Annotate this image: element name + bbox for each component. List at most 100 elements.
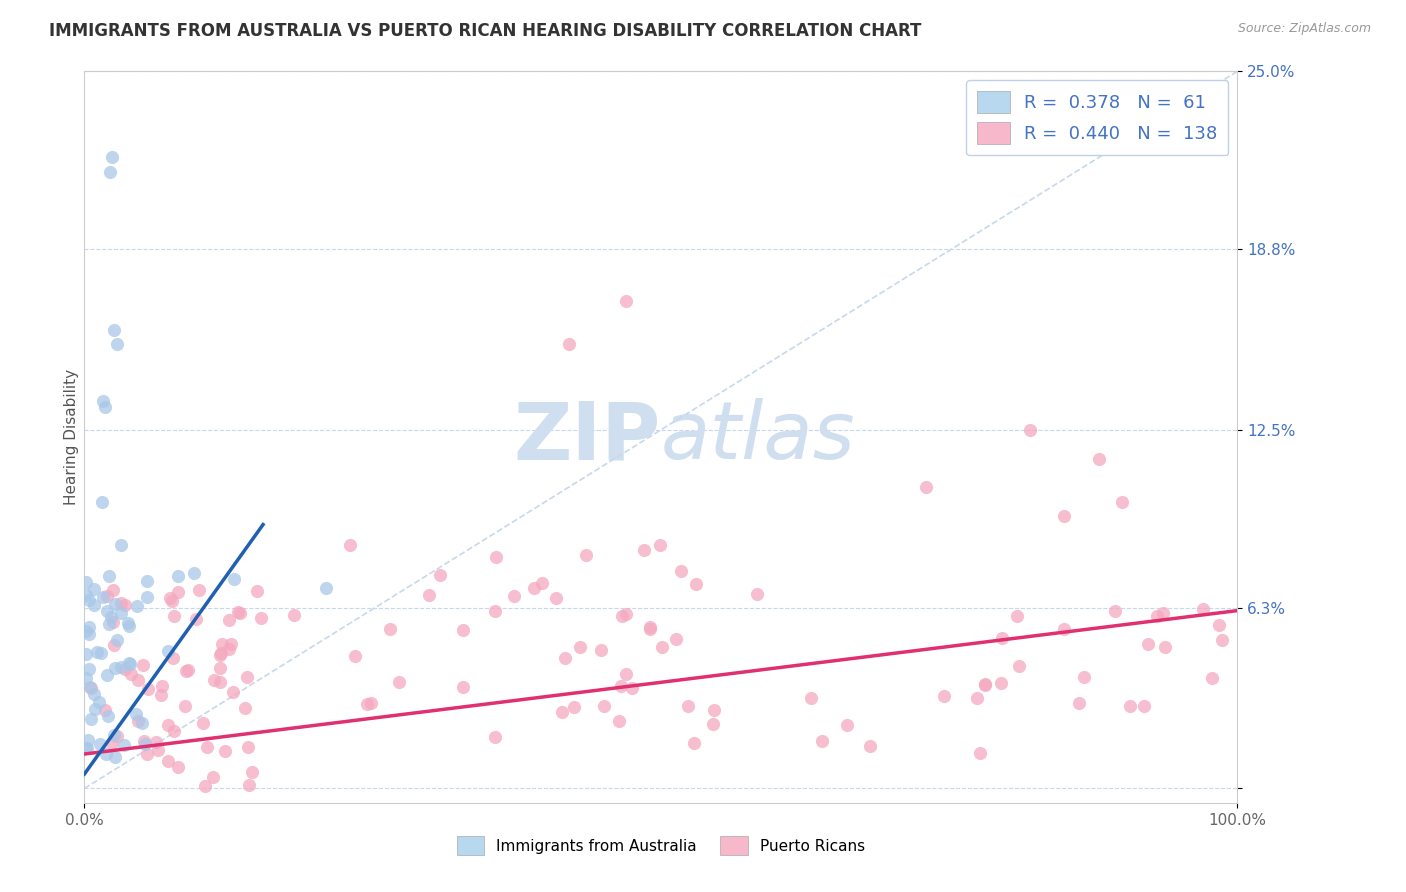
Point (1201, 671, 1223, 685)
Point (118, 656, 141, 670)
Point (238, 739, 260, 754)
Point (100, 609, 122, 624)
Point (676, 699, 699, 714)
Point (554, 650, 576, 665)
Point (89, 737, 111, 751)
Point (745, 587, 768, 601)
Point (550, 705, 572, 719)
Point (101, 583, 124, 598)
Point (75, 588, 97, 602)
Point (184, 612, 207, 626)
Point (226, 605, 249, 619)
Point (135, 747, 157, 761)
Point (236, 670, 259, 684)
Point (485, 549, 508, 564)
Point (915, 480, 938, 494)
Point (156, 718, 179, 732)
Point (83, 702, 105, 716)
Point (523, 581, 546, 595)
Point (614, 293, 637, 308)
Point (1088, 451, 1111, 466)
Point (104, 598, 127, 612)
Point (249, 611, 271, 625)
Point (75, 624, 97, 638)
Point (98, 165, 121, 179)
Point (132, 658, 155, 673)
Point (98, 569, 121, 583)
Point (110, 607, 132, 621)
Point (195, 740, 218, 755)
Point (174, 699, 197, 714)
Point (1052, 623, 1074, 637)
Point (100, 735, 122, 749)
Point (80, 712, 103, 726)
Point (157, 754, 180, 768)
Point (620, 681, 643, 695)
Point (162, 651, 184, 665)
Point (593, 699, 616, 714)
Point (163, 723, 186, 738)
Point (484, 604, 506, 618)
Point (245, 584, 267, 599)
Point (633, 542, 655, 557)
Point (974, 678, 997, 692)
Point (638, 620, 661, 634)
Text: IMMIGRANTS FROM AUSTRALIA VS PUERTO RICAN HEARING DISABILITY CORRELATION CHART: IMMIGRANTS FROM AUSTRALIA VS PUERTO RICA… (49, 22, 921, 40)
Point (90, 646, 112, 660)
Point (187, 583, 209, 598)
Point (1132, 698, 1154, 713)
Point (96, 604, 118, 618)
Point (159, 591, 181, 606)
Point (612, 609, 634, 624)
Point (110, 596, 132, 610)
Point (103, 638, 125, 652)
Point (568, 640, 591, 654)
Point (136, 682, 159, 697)
Point (1018, 423, 1040, 437)
Point (1211, 632, 1233, 647)
Point (120, 657, 142, 671)
Point (145, 735, 167, 749)
Point (224, 572, 246, 586)
Point (665, 632, 688, 647)
Point (800, 691, 823, 706)
Point (315, 581, 337, 595)
Point (94, 703, 117, 717)
Point (388, 674, 411, 689)
Point (96, 668, 118, 682)
Point (83, 687, 105, 701)
Point (177, 663, 200, 677)
Point (91, 394, 114, 409)
Point (105, 729, 128, 743)
Point (429, 568, 451, 582)
Point (120, 667, 142, 681)
Point (973, 677, 995, 691)
Point (160, 593, 183, 607)
Point (202, 770, 225, 784)
Point (484, 730, 506, 744)
Point (94, 400, 117, 414)
Point (96, 590, 118, 604)
Point (77, 620, 100, 634)
Point (183, 566, 205, 581)
Text: ZIP: ZIP (513, 398, 661, 476)
Point (934, 689, 956, 703)
Point (238, 778, 260, 792)
Point (211, 637, 233, 651)
Point (574, 548, 596, 562)
Point (83, 598, 105, 612)
Point (101, 150, 124, 164)
Point (859, 739, 882, 753)
Point (1008, 658, 1031, 673)
Point (1111, 494, 1133, 508)
Point (1119, 699, 1142, 714)
Point (209, 648, 232, 662)
Point (146, 743, 169, 757)
Point (134, 737, 156, 751)
Point (1073, 670, 1095, 684)
Point (117, 616, 139, 631)
Point (104, 749, 127, 764)
Point (167, 585, 190, 599)
Point (685, 577, 707, 591)
Point (1005, 608, 1028, 623)
